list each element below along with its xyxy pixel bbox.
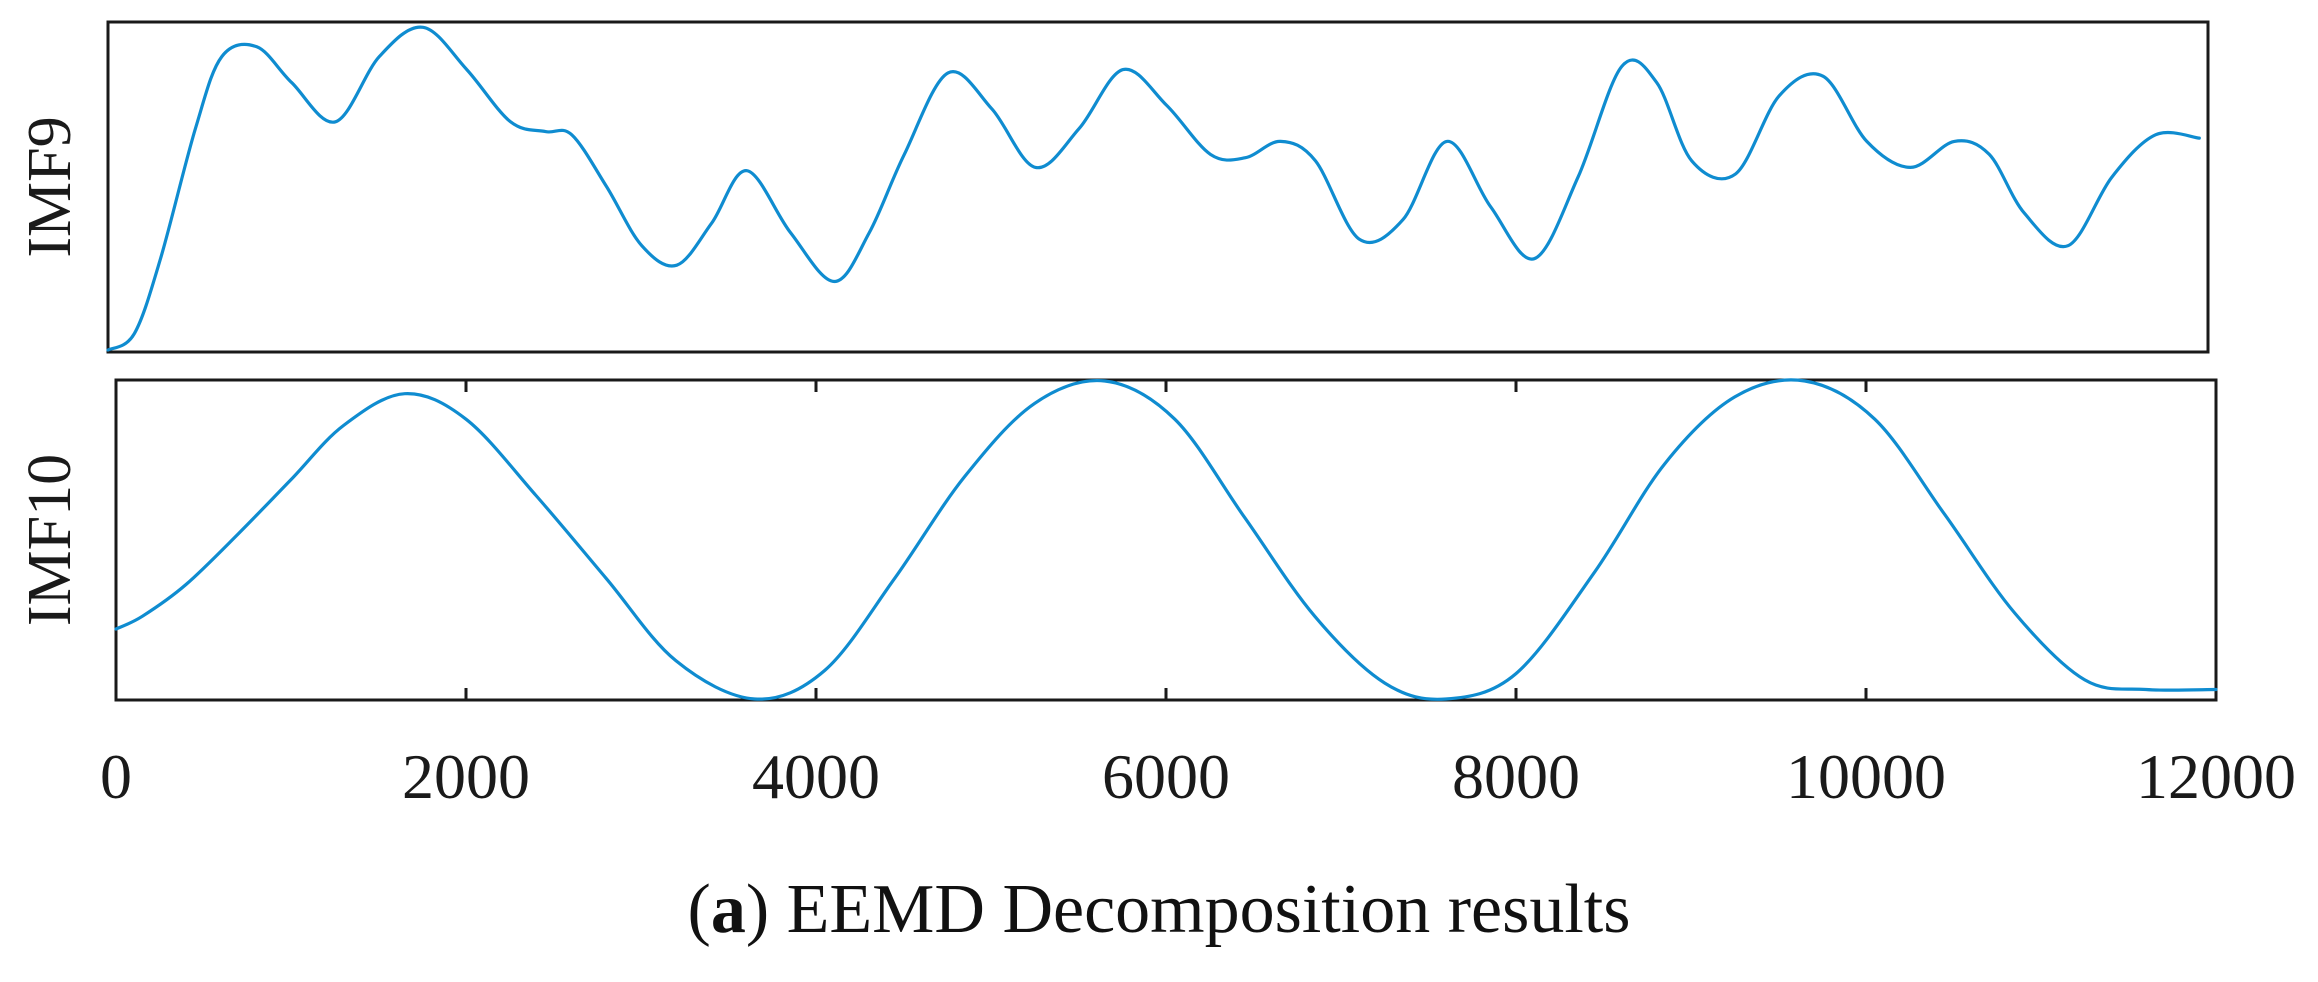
x-tick-label-12000: 12000: [2136, 741, 2296, 812]
x-tick-label-0: 0: [100, 741, 132, 812]
imf10-line-0: [114, 378, 2218, 701]
caption-label: a: [710, 871, 746, 948]
figure-caption: (a) EEMD Decomposition results: [687, 871, 1631, 948]
imf10-ylabel: IMF10: [16, 454, 84, 626]
x-tick-label-6000: 6000: [1102, 741, 1230, 812]
imf10-panel: IMF10 0 2000 4000 6000 8000 10000 12000: [16, 378, 2296, 812]
imf9-panel: IMF9: [16, 20, 2210, 354]
x-tick-label-2000: 2000: [402, 741, 530, 812]
imf9-ylabel: IMF9: [16, 116, 84, 257]
x-tick-label-10000: 10000: [1786, 741, 1946, 812]
imf10-plot-frame: [114, 378, 2218, 702]
imf9-plot-frame: [106, 20, 2210, 354]
imf9-line-0: [106, 25, 2201, 352]
caption-text: EEMD Decomposition results: [769, 871, 1631, 948]
x-axis-ticks: 0 2000 4000 6000 8000 10000 12000: [100, 380, 2296, 812]
x-tick-label-8000: 8000: [1452, 741, 1580, 812]
imf10-series: [114, 378, 2218, 701]
imf9-series: [106, 25, 2201, 352]
x-tick-label-4000: 4000: [752, 741, 880, 812]
